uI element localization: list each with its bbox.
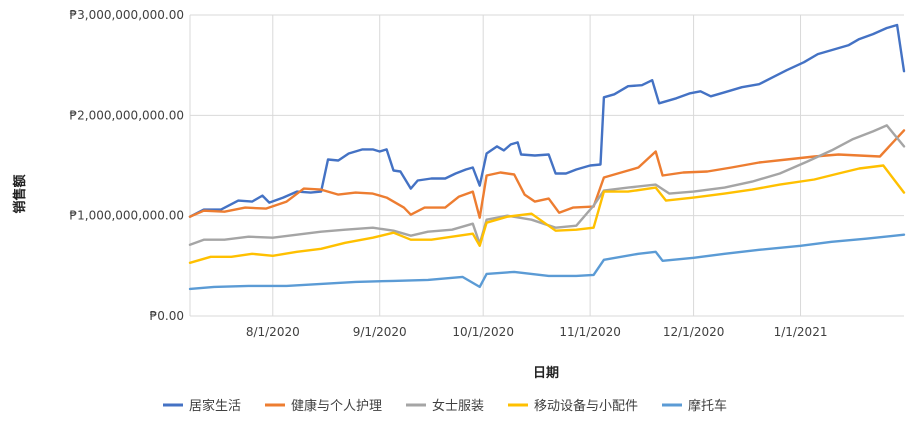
series-line-0 (188, 23, 906, 218)
series-line-2 (188, 124, 906, 247)
series-line-1 (188, 129, 906, 219)
x-tick-label: 8/1/2020 (246, 325, 300, 339)
y-axis: ₱0.00 ₱1,000,000,000.00 ₱2,000,000,000.00 ₱… (69, 8, 184, 323)
legend-label: 女士服装 (432, 398, 484, 414)
legend-item: 摩托车 (662, 398, 727, 414)
x-tick-label: 9/1/2020 (353, 325, 407, 339)
x-tick-label: 1/1/2021 (774, 325, 828, 339)
y-tick-label: ₱2,000,000,000.00 (69, 108, 184, 122)
x-tick-label: 12/1/2020 (663, 325, 725, 339)
legend-item: 女士服装 (406, 398, 484, 414)
x-axis: 8/1/2020 9/1/2020 10/1/2020 11/1/2020 12/1/2… (246, 325, 828, 339)
series-line-3 (188, 164, 906, 264)
y-tick-label: ₱0.00 (150, 309, 184, 323)
series-line-4 (188, 233, 906, 291)
legend-item: 健康与个人护理 (265, 398, 382, 414)
legend-item: 移动设备与小配件 (508, 398, 638, 414)
x-tick-label: 11/1/2020 (559, 325, 621, 339)
y-tick-label: ₱1,000,000,000.00 (69, 209, 184, 223)
legend-label: 健康与个人护理 (291, 398, 382, 414)
gridlines (189, 14, 904, 317)
x-tick-label: 10/1/2020 (452, 325, 514, 339)
x-axis-title: 日期 (533, 366, 559, 381)
legend-item: 居家生活 (163, 398, 241, 414)
legend-label: 居家生活 (189, 398, 241, 414)
legend: 居家生活 健康与个人护理 女士服装 移动设备与小配件 摩托车 (163, 398, 727, 414)
y-tick-label: ₱3,000,000,000.00 (69, 8, 184, 22)
y-axis-title: 销售额 (12, 174, 28, 213)
legend-label: 摩托车 (688, 398, 727, 414)
series-lines (188, 23, 906, 291)
legend-label: 移动设备与小配件 (534, 398, 638, 414)
